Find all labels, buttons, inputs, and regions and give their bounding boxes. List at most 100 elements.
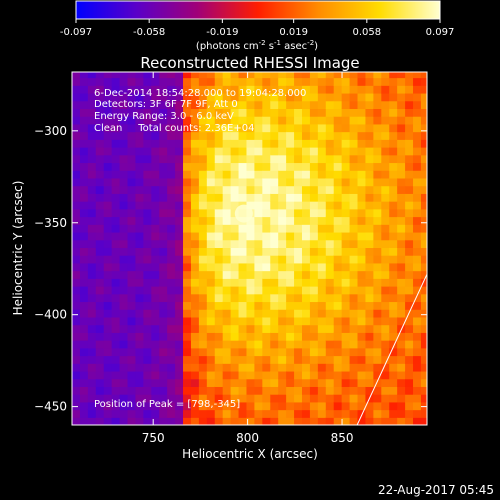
heatmap-pixel [175,301,184,310]
heatmap-pixel [127,270,137,279]
heatmap-pixel [87,293,97,303]
heatmap-pixel [127,255,137,264]
heatmap-pixel [405,139,414,148]
heatmap-pixel [198,386,208,395]
heatmap-pixel [270,216,279,225]
heatmap-pixel [333,386,343,395]
heatmap-pixel [309,270,319,279]
heatmap-pixel [405,386,414,395]
heatmap-pixel [206,355,216,364]
heatmap-pixel [246,378,256,387]
heatmap-pixel [230,355,240,364]
heatmap-pixel [420,72,427,79]
heatmap-pixel [230,85,240,94]
heatmap-pixel [72,139,81,148]
heatmap-pixel [95,72,105,79]
heatmap-pixel [389,131,398,140]
heatmap-pixel [333,255,343,264]
heatmap-pixel [278,386,287,395]
heatmap-pixel [111,247,121,256]
heatmap-pixel [309,378,319,387]
heatmap-pixel [127,139,137,148]
heatmap-pixel [230,170,240,179]
heatmap-pixel [222,193,232,202]
heatmap-pixel [135,286,144,295]
heatmap-pixel [111,332,121,341]
heatmap-pixel [183,293,192,303]
heatmap-pixel [317,394,327,403]
heatmap-pixel [222,100,232,110]
heatmap-pixel [87,170,97,179]
heatmap-pixel [246,185,256,194]
annotation-energy: Energy Range: 3.0 - 6.0 keV [94,111,234,122]
heatmap-pixel [103,72,113,79]
heatmap-pixel [79,401,89,411]
heatmap-pixel [262,193,271,202]
heatmap-pixel [159,293,168,303]
heatmap-pixel [230,100,240,110]
heatmap-pixel [254,309,263,318]
heatmap-pixel [111,108,121,117]
heatmap-pixel [143,394,152,403]
heatmap-pixel [405,394,414,403]
heatmap-pixel [103,185,113,194]
heatmap-pixel [238,262,248,272]
heatmap-pixel [238,309,248,318]
heatmap-pixel [198,324,208,333]
heatmap-pixel [333,378,343,387]
heatmap-pixel [222,85,232,94]
heatmap-pixel [262,131,271,140]
heatmap-pixel [286,316,295,326]
heatmap-pixel [206,378,216,387]
heatmap-pixel [159,278,168,287]
heatmap-pixel [381,92,390,102]
heatmap-pixel [206,247,216,256]
heatmap-pixel [87,239,97,248]
heatmap-pixel [413,278,422,287]
heatmap-pixel [175,286,184,295]
heatmap-pixel [206,92,216,102]
heatmap-pixel [381,100,390,110]
heatmap-pixel [238,100,248,110]
heatmap-pixel [127,401,137,411]
heatmap-pixel [309,85,319,94]
heatmap-pixel [230,239,240,248]
heatmap-pixel [238,386,248,395]
heatmap-pixel [389,85,398,94]
heatmap-pixel [397,108,406,117]
heatmap-pixel [103,370,113,380]
heatmap-pixel [143,324,152,333]
heatmap-pixel [167,239,176,248]
heatmap-pixel [262,262,271,272]
heatmap-pixel [87,332,97,341]
heatmap-pixel [230,363,240,372]
heatmap-pixel [79,72,89,79]
heatmap-pixel [246,224,256,233]
heatmap-pixel [119,401,129,411]
heatmap-pixel [262,239,271,248]
heatmap-pixel [119,293,129,303]
heatmap-pixel [270,378,279,387]
heatmap-pixel [349,247,359,256]
heatmap-pixel [135,72,144,79]
heatmap-pixel [167,116,176,125]
heatmap-pixel [198,378,208,387]
heatmap-pixel [238,332,248,341]
heatmap-pixel [317,201,327,210]
heatmap-pixel [103,340,113,349]
heatmap-pixel [214,77,224,86]
heatmap-pixel [365,185,374,194]
heatmap-pixel [365,370,374,380]
heatmap-pixel [365,278,374,287]
heatmap-pixel [325,177,335,187]
heatmap-pixel [214,208,224,218]
heatmap-pixel [246,278,256,287]
heatmap-pixel [95,77,105,86]
heatmap-pixel [175,401,184,411]
heatmap-pixel [278,347,287,357]
heatmap-pixel [254,363,263,372]
heatmap-pixel [190,301,200,310]
heatmap-pixel [278,154,287,164]
heatmap-pixel [230,231,240,241]
heatmap-pixel [127,224,137,233]
